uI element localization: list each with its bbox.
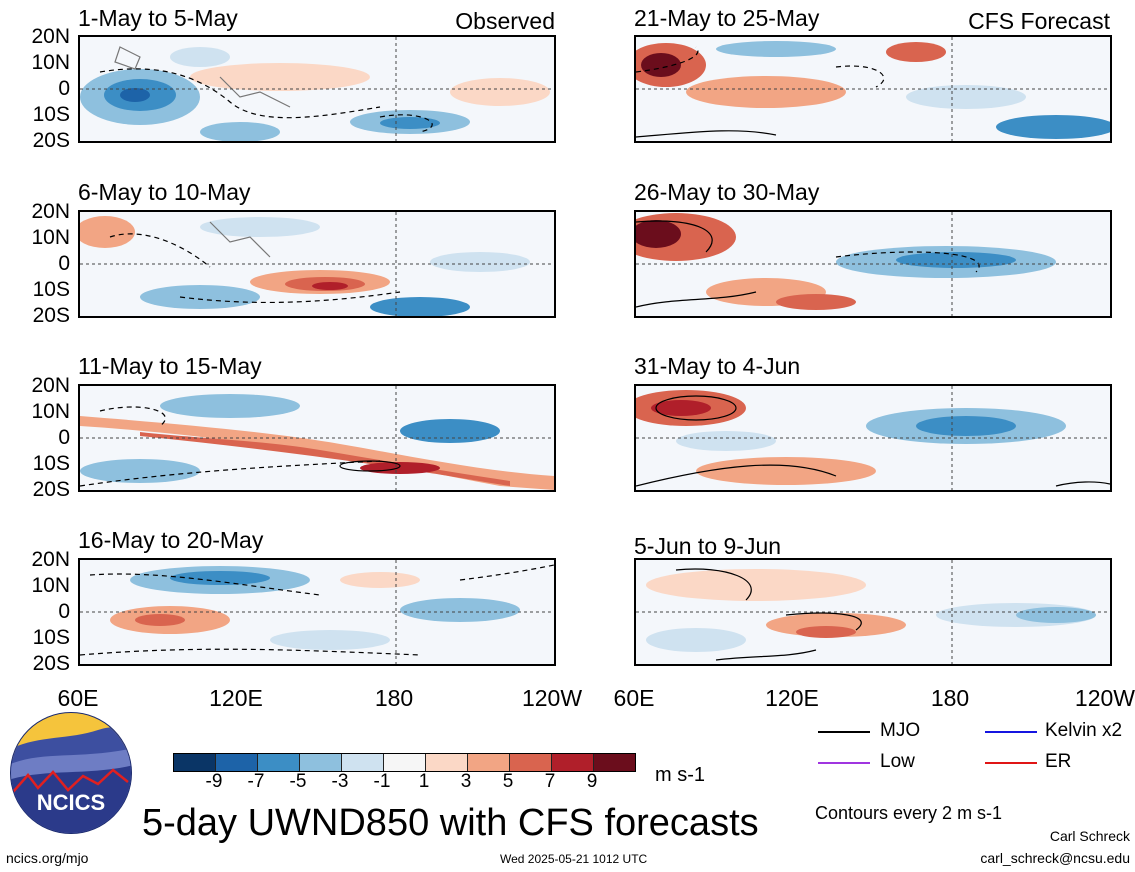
legend-line: [985, 731, 1037, 733]
colorbar-label: 5: [502, 771, 514, 792]
footer-url[interactable]: ncics.org/mjo: [6, 850, 89, 866]
footer-author: Carl Schreck: [1049, 828, 1130, 844]
lat-label: 20N: [31, 548, 70, 571]
lon-label: 120E: [765, 685, 819, 711]
wind-anomaly-map: [636, 560, 1110, 664]
colorbar-label: -1: [373, 771, 391, 792]
footer-timestamp: Wed 2025-05-21 1012 UTC: [500, 852, 648, 866]
colorbar: [173, 753, 636, 772]
panel-title: 31-May to 4-Jun: [634, 353, 801, 379]
forecast-label: CFS Forecast: [968, 8, 1110, 34]
lat-label: 20S: [32, 304, 70, 327]
ncics-logo-icon: NCICS: [10, 712, 132, 834]
lon-label: 60E: [613, 685, 655, 711]
colorbar-label: 3: [460, 771, 472, 792]
legend-line: [985, 762, 1037, 764]
panel-title: 26-May to 30-May: [634, 179, 820, 205]
colorbar-label: 9: [586, 771, 598, 792]
wind-anomaly-map: [636, 212, 1110, 316]
map-panel: [78, 384, 556, 492]
observed-label: Observed: [455, 8, 555, 34]
lat-label: 20N: [31, 374, 70, 397]
wind-anomaly-map: [80, 212, 554, 316]
lat-label: 10S: [32, 278, 70, 301]
lat-label: 20S: [32, 478, 70, 501]
lat-label: 0: [58, 252, 70, 275]
lat-label: 10S: [32, 626, 70, 649]
panel-title: 6-May to 10-May: [78, 179, 251, 205]
colorbar-swatch: [384, 754, 426, 771]
panel-title: 21-May to 25-May: [634, 5, 820, 31]
lon-label: 180: [374, 685, 414, 711]
footer-email[interactable]: carl_schreck@ncsu.edu: [980, 850, 1130, 866]
colorbar-unit: m s-1: [655, 764, 705, 786]
map-panel: [634, 558, 1112, 666]
colorbar-label: -3: [331, 771, 349, 792]
lat-label: 20S: [32, 129, 70, 152]
wind-anomaly-map: [636, 386, 1110, 490]
lat-label: 10N: [31, 574, 70, 597]
lat-label: 10S: [32, 452, 70, 475]
lat-label: 10N: [31, 400, 70, 423]
contours-note: Contours every 2 m s-1: [815, 803, 1003, 823]
ncics-logo: NCICS: [8, 710, 134, 836]
colorbar-swatch: [342, 754, 384, 771]
panel-title: 5-Jun to 9-Jun: [634, 533, 782, 559]
wind-anomaly-map: [80, 386, 554, 490]
colorbar-label: 1: [418, 771, 430, 792]
lat-label: 10S: [32, 103, 70, 126]
map-panel: [78, 35, 556, 143]
colorbar-label: -7: [247, 771, 265, 792]
colorbar-swatch: [300, 754, 342, 771]
lon-label: 120E: [209, 685, 263, 711]
legend-label: MJO: [880, 720, 921, 741]
legend-line: [818, 731, 870, 733]
colorbar-swatch: [594, 754, 635, 771]
map-panel: [634, 35, 1112, 143]
lat-label: 20N: [31, 200, 70, 223]
logo-text: NCICS: [37, 790, 105, 815]
legend-label: Kelvin x2: [1045, 720, 1123, 741]
colorbar-swatch: [552, 754, 594, 771]
map-panel: [634, 384, 1112, 492]
wind-anomaly-map: [80, 560, 554, 664]
lat-label: 20S: [32, 652, 70, 675]
wind-anomaly-map: [636, 37, 1110, 141]
panel-title: 1-May to 5-May: [78, 5, 238, 31]
panel-title: 11-May to 15-May: [78, 353, 262, 379]
lat-label: 0: [58, 426, 70, 449]
lon-label: 120W: [1074, 685, 1135, 711]
lat-label: 0: [58, 77, 70, 100]
colorbar-label: 7: [544, 771, 556, 792]
colorbar-swatch: [510, 754, 552, 771]
lon-label: 120W: [521, 685, 583, 711]
colorbar-label: -9: [205, 771, 223, 792]
colorbar-swatch: [216, 754, 258, 771]
map-panel: [78, 558, 556, 666]
legend-label: ER: [1045, 751, 1072, 772]
lat-label: 20N: [31, 25, 70, 48]
lat-label: 10N: [31, 226, 70, 249]
panel-title: 16-May to 20-May: [78, 527, 264, 553]
legend-label: Low: [880, 751, 915, 772]
colorbar-swatch: [174, 754, 216, 771]
colorbar-swatch: [426, 754, 468, 771]
lon-label: 60E: [57, 685, 99, 711]
lon-label: 180: [930, 685, 970, 711]
colorbar-swatch: [468, 754, 510, 771]
lat-label: 0: [58, 600, 70, 623]
map-panel: [78, 210, 556, 318]
legend-line: [818, 762, 870, 764]
colorbar-swatch: [258, 754, 300, 771]
colorbar-label: -5: [289, 771, 307, 792]
map-panel: [634, 210, 1112, 318]
wind-anomaly-map: [80, 37, 554, 141]
main-title: 5-day UWND850 with CFS forecasts: [142, 802, 759, 844]
lat-label: 10N: [31, 51, 70, 74]
